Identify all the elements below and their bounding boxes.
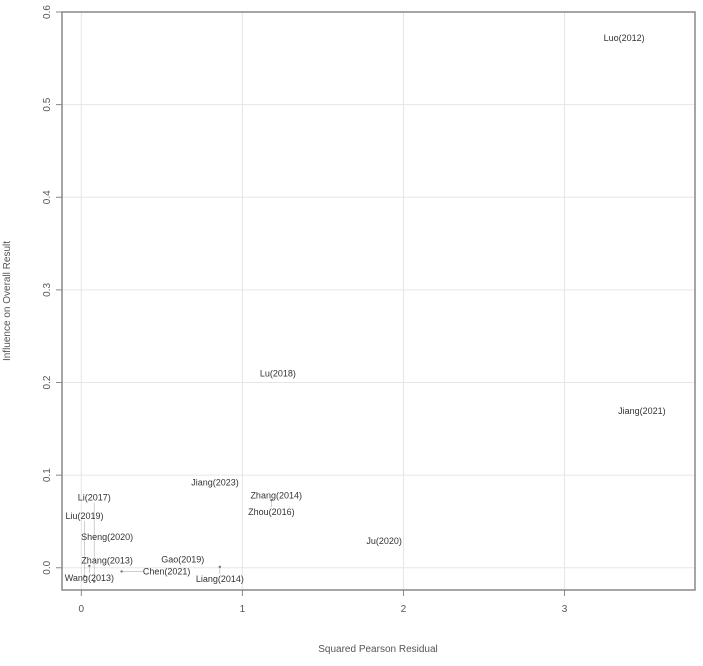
- point-marker: [218, 565, 222, 569]
- x-axis-title: Squared Pearson Residual: [318, 644, 438, 655]
- point-label: Luo(2012): [604, 33, 645, 43]
- x-tick-label: 3: [562, 604, 568, 615]
- point-marker: [88, 564, 91, 568]
- point-label: Zhang(2013): [81, 555, 133, 565]
- point-label: Jiang(2023): [191, 478, 239, 488]
- y-tick-label: 0.6: [42, 5, 53, 19]
- y-tick-label: 0.4: [42, 190, 53, 204]
- y-tick-label: 0.5: [42, 97, 53, 111]
- y-tick-label: 0.0: [42, 560, 53, 574]
- point-marker: [93, 580, 96, 583]
- grid: [62, 11, 695, 590]
- point-label: Sheng(2020): [81, 532, 133, 542]
- points: Luo(2012) Jiang(2021) Lu(2018) Jiang(2023) Z…: [65, 33, 666, 584]
- point-label: Jiang(2021): [618, 406, 666, 416]
- y-tick-label: 0.3: [42, 282, 53, 296]
- x-tick-label: 2: [401, 604, 407, 615]
- y-tick-label: 0.2: [42, 375, 53, 389]
- x-axis: 0 1 2 3: [79, 590, 568, 615]
- point-label: Zhang(2014): [250, 491, 302, 501]
- plot-frame: [61, 11, 696, 591]
- x-tick-label: 1: [240, 604, 246, 615]
- point-label: Liang(2014): [196, 574, 244, 584]
- point-marker: [83, 574, 86, 578]
- point-label: Li(2017): [78, 493, 111, 503]
- point-marker: [120, 570, 123, 573]
- y-axis: 0.0 0.1 0.2 0.3 0.4 0.5 0.6: [42, 5, 62, 575]
- point-label: Liu(2019): [66, 511, 104, 521]
- x-tick-label: 0: [79, 604, 85, 615]
- point-label: Zhou(2016): [248, 507, 295, 517]
- y-tick-label: 0.1: [42, 468, 53, 482]
- label-leaders: [83, 498, 273, 583]
- point-marker: [270, 498, 273, 502]
- point-label: Ju(2020): [366, 536, 402, 546]
- point-label: Gao(2019): [161, 554, 204, 564]
- point-label: Chen(2021): [143, 566, 191, 576]
- y-axis-title: Influence on Overall Result: [2, 241, 13, 361]
- point-label: Wang(2013): [65, 573, 114, 583]
- point-label: Lu(2018): [260, 368, 296, 378]
